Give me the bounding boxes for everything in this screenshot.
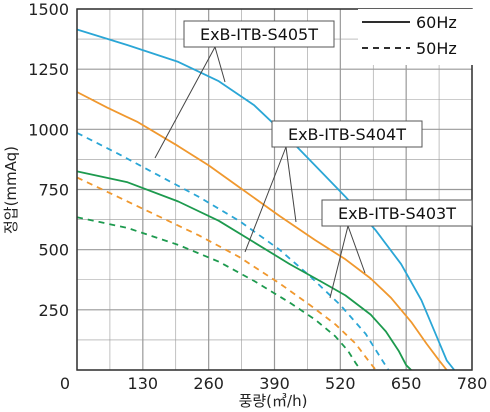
leader-line (285, 146, 297, 223)
legend-label-50hz: 50Hz (416, 39, 457, 58)
y-tick-label: 1500 (28, 0, 69, 19)
y-tick-label: 250 (38, 301, 69, 320)
callouts: ExB-ITB-S405T ExB-ITB-S404T ExB-ITB-S403… (154, 20, 473, 299)
series-line-s403t-50hz (76, 216, 362, 371)
callout-s405t: ExB-ITB-S405T (154, 20, 335, 159)
x-tick-label: 130 (128, 374, 159, 393)
y-tick-label: 1000 (28, 120, 69, 139)
y-tick-label: 750 (38, 181, 69, 200)
leader-line (214, 46, 226, 83)
leader-line (154, 46, 216, 159)
y-tick-label: 500 (38, 241, 69, 260)
callout-s403t: ExB-ITB-S403T (321, 199, 473, 299)
legend-label-60hz: 60Hz (416, 13, 457, 32)
x-tick-label: 780 (457, 374, 488, 393)
x-tick-label: 260 (193, 374, 224, 393)
legend: 60Hz 50Hz (358, 9, 478, 65)
callout-s404t: ExB-ITB-S404T (244, 120, 423, 253)
series-group (76, 28, 456, 371)
leader-line (329, 225, 349, 299)
plot-frame (76, 8, 473, 371)
series-line-s405t-50hz (76, 132, 390, 371)
x-tick-label: 520 (325, 374, 356, 393)
y-tick-label: 1250 (28, 60, 69, 79)
callout-label-s405t: ExB-ITB-S405T (200, 25, 318, 44)
series-line-s403t-60hz (76, 170, 412, 371)
y-axis-title: 정압(mmAq) (2, 146, 20, 234)
series-line-s405t-60hz (76, 28, 456, 371)
series-line-s404t-50hz (76, 176, 377, 371)
callout-label-s403t: ExB-ITB-S403T (338, 204, 456, 223)
leader-line (347, 225, 366, 274)
tick-labels: 0 130 260 390 520 650 780 250 500 750 1000 1250 1500 (28, 0, 487, 393)
series-line-s404t-60hz (76, 91, 448, 371)
x-axis-title: 풍량(㎥/h) (239, 392, 308, 410)
x-tick-label: 650 (391, 374, 422, 393)
callout-label-s404t: ExB-ITB-S404T (288, 125, 406, 144)
x-tick-label: 0 (60, 374, 70, 393)
x-tick-label: 390 (259, 374, 290, 393)
leader-line (244, 146, 287, 253)
